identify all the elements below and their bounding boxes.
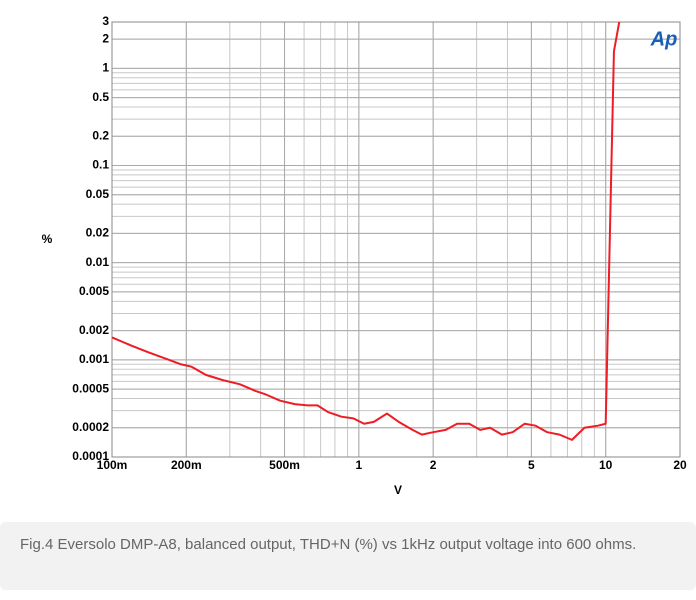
y-tick-label: 2 (102, 31, 109, 45)
y-tick-label: 0.0005 (72, 381, 109, 395)
caption: Fig.4 Eversolo DMP-A8, balanced output, … (0, 522, 696, 590)
x-tick-label: 1 (356, 458, 363, 472)
logo: Ap (650, 28, 678, 50)
plot (112, 22, 621, 441)
y-tick-label: 0.0001 (72, 449, 109, 463)
y-tick-label: 0.01 (86, 255, 110, 269)
x-tick-label: 500m (269, 458, 300, 472)
x-axis-label: V (394, 483, 402, 497)
x-tick-label: 100m (97, 458, 128, 472)
x-tick-label: 10 (599, 458, 613, 472)
y-tick-label: 0.1 (92, 158, 109, 172)
plot-frame (111, 21, 681, 458)
y-tick-label: 0.0002 (72, 420, 109, 434)
y-axis-label: % (42, 232, 53, 246)
y-tick-label: 0.02 (86, 226, 110, 240)
x-tick-label: 200m (171, 458, 202, 472)
y-tick-label: 0.001 (79, 352, 109, 366)
y-tick-label: 3 (102, 14, 109, 28)
y-tick-label: 0.5 (92, 90, 109, 104)
y-tick-label: 0.005 (79, 284, 109, 298)
data-line (112, 22, 621, 441)
x-tick-label: 5 (528, 458, 535, 472)
x-tick-label: 2 (430, 458, 437, 472)
y-tick-label: 1 (102, 61, 109, 75)
y-tick-label: 0.05 (86, 187, 110, 201)
grid (111, 21, 681, 458)
x-tick-label: 20 (673, 458, 687, 472)
y-tick-label: 0.2 (92, 128, 109, 142)
y-tick-label: 0.002 (79, 323, 109, 337)
chart: % V Ap 100m 200m 500m 1 2 5 10 20 3 2 1 0.5 0.2 0.1 0.… (42, 14, 687, 497)
